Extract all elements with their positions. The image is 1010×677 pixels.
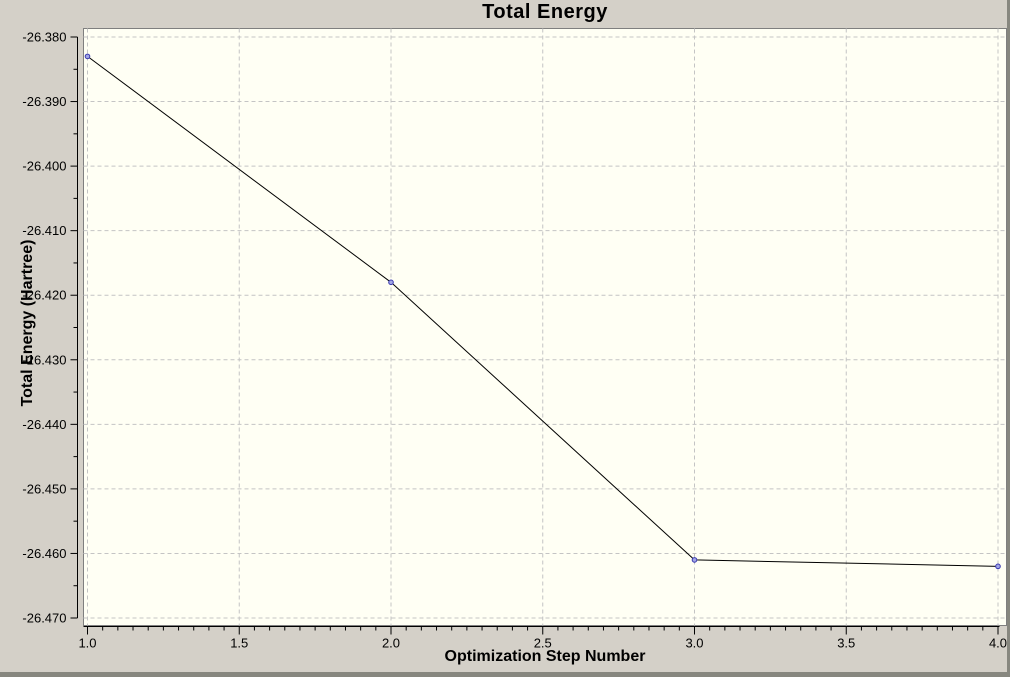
chart-title: Total Energy <box>482 1 608 23</box>
y-axis-title: Total Energy (Hartree) <box>19 239 36 407</box>
y-tick-label: -26.420 <box>22 288 66 303</box>
y-tick-label: -26.450 <box>22 481 66 496</box>
x-tick-label: 2.5 <box>534 636 552 651</box>
x-tick-label: 1.5 <box>230 636 248 651</box>
x-tick-label: 3.0 <box>685 636 703 651</box>
data-point-marker[interactable] <box>388 279 394 286</box>
y-tick-label: -26.460 <box>22 546 66 561</box>
window-bottom-edge <box>0 672 1010 677</box>
x-tick-label: 2.0 <box>382 636 400 651</box>
x-axis-title: Optimization Step Number <box>444 648 646 665</box>
x-tick-label: 4.0 <box>989 636 1007 651</box>
y-tick-label: -26.440 <box>22 417 66 432</box>
y-tick-label: -26.400 <box>22 159 66 174</box>
x-tick-label: 3.5 <box>837 636 855 651</box>
window-right-edge <box>1007 0 1010 677</box>
y-tick-label: -26.410 <box>22 223 66 238</box>
plot-background <box>83 28 1007 626</box>
data-point-marker[interactable] <box>691 557 698 563</box>
data-line <box>87 55 999 567</box>
x-tick-label: 1.0 <box>78 636 96 651</box>
data-point-marker[interactable] <box>995 563 1001 570</box>
y-tick-label: -26.430 <box>22 352 66 367</box>
y-tick-label: -26.470 <box>22 611 66 626</box>
data-point-marker[interactable] <box>84 53 91 60</box>
y-tick-label: -26.390 <box>22 94 66 109</box>
y-tick-label: -26.380 <box>22 30 66 45</box>
